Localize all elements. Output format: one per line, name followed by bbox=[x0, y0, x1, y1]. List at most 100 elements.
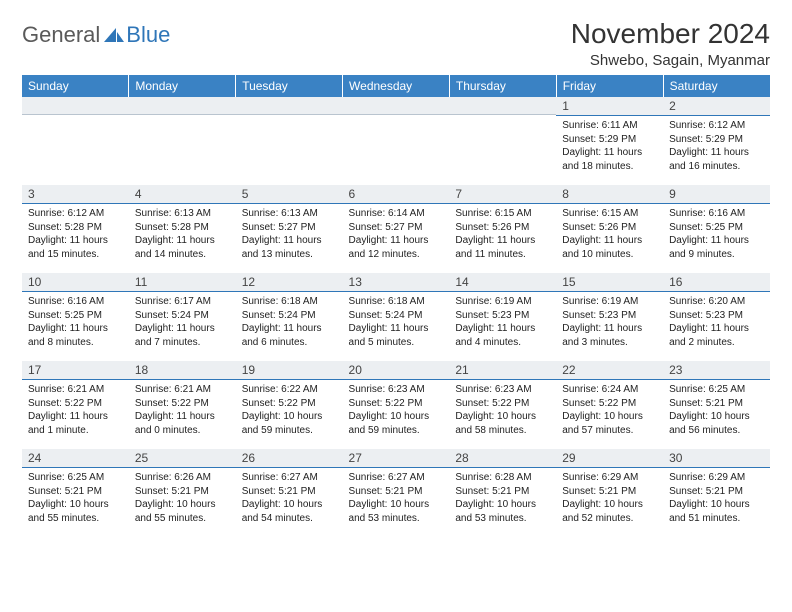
day-daylight: Daylight: 11 hours and 18 minutes. bbox=[562, 146, 657, 173]
day-daylight: Daylight: 10 hours and 55 minutes. bbox=[135, 498, 230, 525]
day-number: 21 bbox=[449, 361, 556, 380]
day-daylight: Daylight: 11 hours and 10 minutes. bbox=[562, 234, 657, 261]
day-details: Sunrise: 6:12 AMSunset: 5:29 PMDaylight:… bbox=[663, 116, 770, 179]
day-details: Sunrise: 6:25 AMSunset: 5:21 PMDaylight:… bbox=[663, 380, 770, 443]
logo-text-blue: Blue bbox=[126, 22, 170, 48]
day-details: Sunrise: 6:26 AMSunset: 5:21 PMDaylight:… bbox=[129, 468, 236, 531]
day-number: 18 bbox=[129, 361, 236, 380]
day-sunrise: Sunrise: 6:15 AM bbox=[562, 207, 657, 221]
day-sunset: Sunset: 5:24 PM bbox=[349, 309, 444, 323]
day-sunrise: Sunrise: 6:12 AM bbox=[669, 119, 764, 133]
day-number: 27 bbox=[343, 449, 450, 468]
day-sunrise: Sunrise: 6:27 AM bbox=[349, 471, 444, 485]
day-daylight: Daylight: 10 hours and 59 minutes. bbox=[242, 410, 337, 437]
day-number: 3 bbox=[22, 185, 129, 204]
day-header: Saturday bbox=[663, 75, 770, 97]
calendar-cell: 12Sunrise: 6:18 AMSunset: 5:24 PMDayligh… bbox=[236, 273, 343, 361]
day-number: 20 bbox=[343, 361, 450, 380]
day-details: Sunrise: 6:11 AMSunset: 5:29 PMDaylight:… bbox=[556, 116, 663, 179]
day-number: 8 bbox=[556, 185, 663, 204]
day-sunset: Sunset: 5:26 PM bbox=[562, 221, 657, 235]
day-number: 7 bbox=[449, 185, 556, 204]
day-daylight: Daylight: 11 hours and 16 minutes. bbox=[669, 146, 764, 173]
day-number: 24 bbox=[22, 449, 129, 468]
day-sunset: Sunset: 5:22 PM bbox=[242, 397, 337, 411]
day-details: Sunrise: 6:20 AMSunset: 5:23 PMDaylight:… bbox=[663, 292, 770, 355]
day-sunrise: Sunrise: 6:14 AM bbox=[349, 207, 444, 221]
day-details: Sunrise: 6:17 AMSunset: 5:24 PMDaylight:… bbox=[129, 292, 236, 355]
calendar-body: 1Sunrise: 6:11 AMSunset: 5:29 PMDaylight… bbox=[22, 97, 770, 537]
day-sunset: Sunset: 5:27 PM bbox=[349, 221, 444, 235]
day-sunset: Sunset: 5:26 PM bbox=[455, 221, 550, 235]
day-sunrise: Sunrise: 6:19 AM bbox=[562, 295, 657, 309]
calendar-cell: 14Sunrise: 6:19 AMSunset: 5:23 PMDayligh… bbox=[449, 273, 556, 361]
day-sunrise: Sunrise: 6:15 AM bbox=[455, 207, 550, 221]
day-sunset: Sunset: 5:22 PM bbox=[28, 397, 123, 411]
day-sunrise: Sunrise: 6:23 AM bbox=[455, 383, 550, 397]
day-sunset: Sunset: 5:22 PM bbox=[455, 397, 550, 411]
day-daylight: Daylight: 11 hours and 0 minutes. bbox=[135, 410, 230, 437]
day-number: 23 bbox=[663, 361, 770, 380]
day-header: Monday bbox=[129, 75, 236, 97]
calendar-cell bbox=[129, 97, 236, 185]
day-number: 25 bbox=[129, 449, 236, 468]
calendar-cell: 7Sunrise: 6:15 AMSunset: 5:26 PMDaylight… bbox=[449, 185, 556, 273]
day-sunset: Sunset: 5:21 PM bbox=[28, 485, 123, 499]
day-details: Sunrise: 6:27 AMSunset: 5:21 PMDaylight:… bbox=[343, 468, 450, 531]
day-sunset: Sunset: 5:28 PM bbox=[28, 221, 123, 235]
sail-icon bbox=[104, 26, 124, 47]
day-number: 2 bbox=[663, 97, 770, 116]
calendar-head: SundayMondayTuesdayWednesdayThursdayFrid… bbox=[22, 75, 770, 97]
day-sunset: Sunset: 5:23 PM bbox=[669, 309, 764, 323]
calendar-cell: 21 Sunrise: 6:23 AMSunset: 5:22 PMDayligh… bbox=[449, 361, 556, 449]
day-daylight: Daylight: 11 hours and 3 minutes. bbox=[562, 322, 657, 349]
empty-day bbox=[449, 97, 556, 115]
calendar-cell: 10Sunrise: 6:16 AMSunset: 5:25 PMDayligh… bbox=[22, 273, 129, 361]
day-details: Sunrise: 6:21 AMSunset: 5:22 PMDaylight:… bbox=[129, 380, 236, 443]
day-sunrise: Sunrise: 6:20 AM bbox=[669, 295, 764, 309]
calendar-cell: 28Sunrise: 6:28 AMSunset: 5:21 PMDayligh… bbox=[449, 449, 556, 537]
day-details: Sunrise: 6:15 AMSunset: 5:26 PMDaylight:… bbox=[556, 204, 663, 267]
calendar-week: 17Sunrise: 6:21 AMSunset: 5:22 PMDayligh… bbox=[22, 361, 770, 449]
day-number: 10 bbox=[22, 273, 129, 292]
day-daylight: Daylight: 11 hours and 14 minutes. bbox=[135, 234, 230, 261]
day-sunrise: Sunrise: 6:22 AM bbox=[242, 383, 337, 397]
calendar-cell: 22Sunrise: 6:24 AMSunset: 5:22 PMDayligh… bbox=[556, 361, 663, 449]
day-number: 28 bbox=[449, 449, 556, 468]
day-number: 29 bbox=[556, 449, 663, 468]
day-number: 5 bbox=[236, 185, 343, 204]
calendar-cell bbox=[449, 97, 556, 185]
calendar-cell: 24Sunrise: 6:25 AMSunset: 5:21 PMDayligh… bbox=[22, 449, 129, 537]
day-sunset: Sunset: 5:24 PM bbox=[242, 309, 337, 323]
day-sunrise: Sunrise: 6:13 AM bbox=[242, 207, 337, 221]
day-daylight: Daylight: 11 hours and 6 minutes. bbox=[242, 322, 337, 349]
day-daylight: Daylight: 10 hours and 58 minutes. bbox=[455, 410, 550, 437]
location: Shwebo, Sagain, Myanmar bbox=[571, 52, 770, 69]
day-number: 19 bbox=[236, 361, 343, 380]
calendar-cell: 13Sunrise: 6:18 AMSunset: 5:24 PMDayligh… bbox=[343, 273, 450, 361]
day-sunset: Sunset: 5:23 PM bbox=[455, 309, 550, 323]
calendar-cell: 11Sunrise: 6:17 AMSunset: 5:24 PMDayligh… bbox=[129, 273, 236, 361]
day-details: Sunrise: 6:25 AMSunset: 5:21 PMDaylight:… bbox=[22, 468, 129, 531]
day-sunrise: Sunrise: 6:28 AM bbox=[455, 471, 550, 485]
day-number: 4 bbox=[129, 185, 236, 204]
calendar-cell: 16Sunrise: 6:20 AMSunset: 5:23 PMDayligh… bbox=[663, 273, 770, 361]
day-sunrise: Sunrise: 6:17 AM bbox=[135, 295, 230, 309]
day-header: Sunday bbox=[22, 75, 129, 97]
calendar-cell: 30Sunrise: 6:29 AMSunset: 5:21 PMDayligh… bbox=[663, 449, 770, 537]
day-details: Sunrise: 6:23 AMSunset: 5:22 PMDaylight:… bbox=[343, 380, 450, 443]
day-number: 11 bbox=[129, 273, 236, 292]
calendar-cell bbox=[343, 97, 450, 185]
day-sunrise: Sunrise: 6:16 AM bbox=[28, 295, 123, 309]
day-details: Sunrise: 6:18 AMSunset: 5:24 PMDaylight:… bbox=[343, 292, 450, 355]
day-sunrise: Sunrise: 6:21 AM bbox=[28, 383, 123, 397]
day-sunset: Sunset: 5:25 PM bbox=[669, 221, 764, 235]
day-header: Friday bbox=[556, 75, 663, 97]
day-sunrise: Sunrise: 6:23 AM bbox=[349, 383, 444, 397]
day-header: Thursday bbox=[449, 75, 556, 97]
day-sunrise: Sunrise: 6:13 AM bbox=[135, 207, 230, 221]
calendar-cell: 23Sunrise: 6:25 AMSunset: 5:21 PMDayligh… bbox=[663, 361, 770, 449]
day-details: Sunrise: 6:12 AMSunset: 5:28 PMDaylight:… bbox=[22, 204, 129, 267]
day-sunset: Sunset: 5:21 PM bbox=[669, 485, 764, 499]
day-details: Sunrise: 6:29 AMSunset: 5:21 PMDaylight:… bbox=[663, 468, 770, 531]
